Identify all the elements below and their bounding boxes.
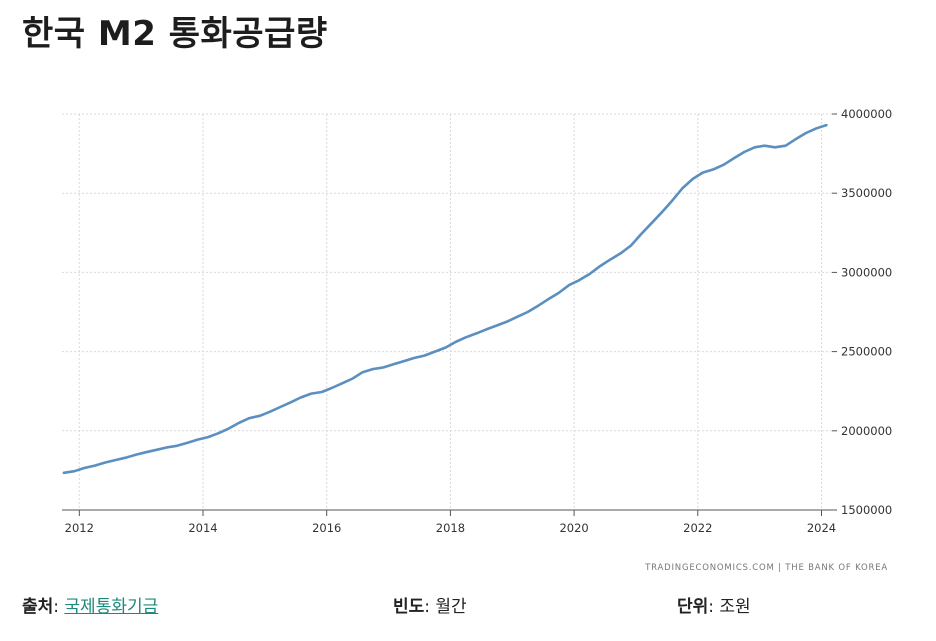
x-tick-label: 2024 [807,521,836,535]
frequency-value: 월간 [435,597,467,617]
footer-frequency: 빈도: 월간 [393,597,467,617]
source-link[interactable]: 국제통화기금 [64,597,159,617]
x-tick-label: 2014 [188,521,217,535]
x-tick-label: 2022 [683,521,712,535]
y-tick-label: 4000000 [841,107,892,121]
source-credit: TRADINGECONOMICS.COM | THE BANK OF KOREA [644,563,888,573]
x-axis-ticks: 2012 2014 2016 2018 2020 2022 2024 [62,509,836,535]
footer-source: 출처: 국제통화기금 [22,597,159,617]
x-tick-label: 2012 [65,521,94,535]
frequency-key: 빈도 [393,597,425,617]
y-tick-label: 3500000 [841,186,892,200]
x-tick-label: 2020 [559,521,588,535]
unit-value: 조원 [719,597,751,617]
y-tick-label: 1500000 [841,503,892,517]
page-title: 한국 M2 통화공급량 [22,14,328,54]
chart-grid [62,113,832,511]
x-tick-label: 2018 [436,521,465,535]
y-tick-label: 2500000 [841,345,892,359]
series-line-m2 [62,123,828,475]
source-key: 출처 [22,597,54,617]
y-tick-label: 3000000 [841,265,892,279]
y-tick-label: 2000000 [841,424,892,438]
footer-unit: 단위: 조원 [677,597,751,617]
line-chart: 2012 2014 2016 2018 2020 2022 2024 1500000 2000… [62,107,892,573]
unit-key: 단위 [677,597,709,617]
y-axis-ticks: 1500000 2000000 2500000 3000000 3500000 40000… [832,107,892,517]
x-tick-label: 2016 [312,521,341,535]
